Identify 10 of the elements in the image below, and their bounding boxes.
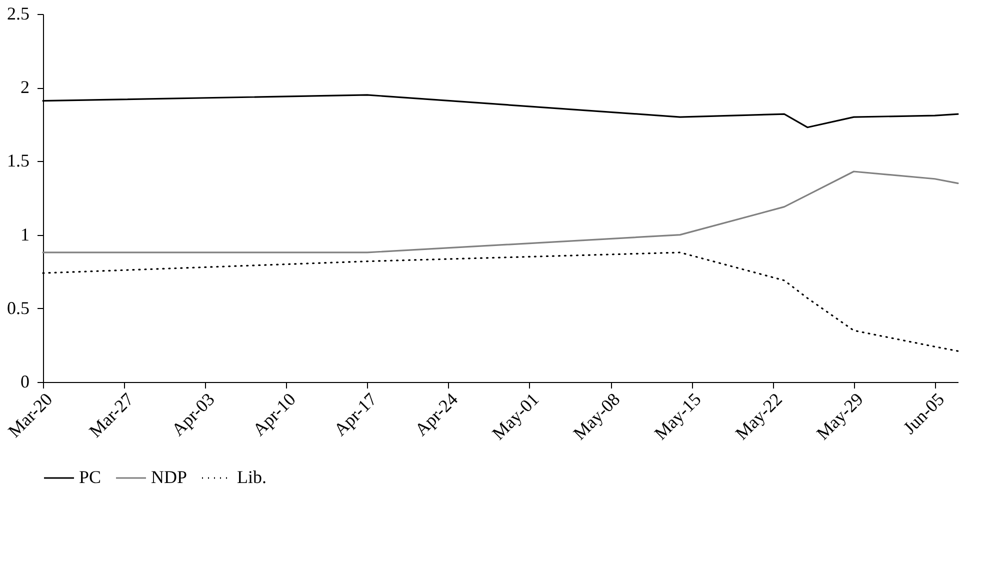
line-series	[42, 170, 959, 254]
legend-label: NDP	[151, 467, 188, 487]
y-tick-label: 2	[20, 77, 30, 98]
y-tick-label: 2.5	[7, 4, 30, 24]
y-tick-label: 1	[20, 224, 30, 244]
legend-label: PC	[79, 467, 102, 487]
y-tick-label: 0.5	[7, 298, 30, 318]
legend-label: Lib.	[237, 467, 266, 487]
y-tick-label: 0	[20, 372, 30, 392]
y-tick-label: 1.5	[7, 150, 30, 171]
